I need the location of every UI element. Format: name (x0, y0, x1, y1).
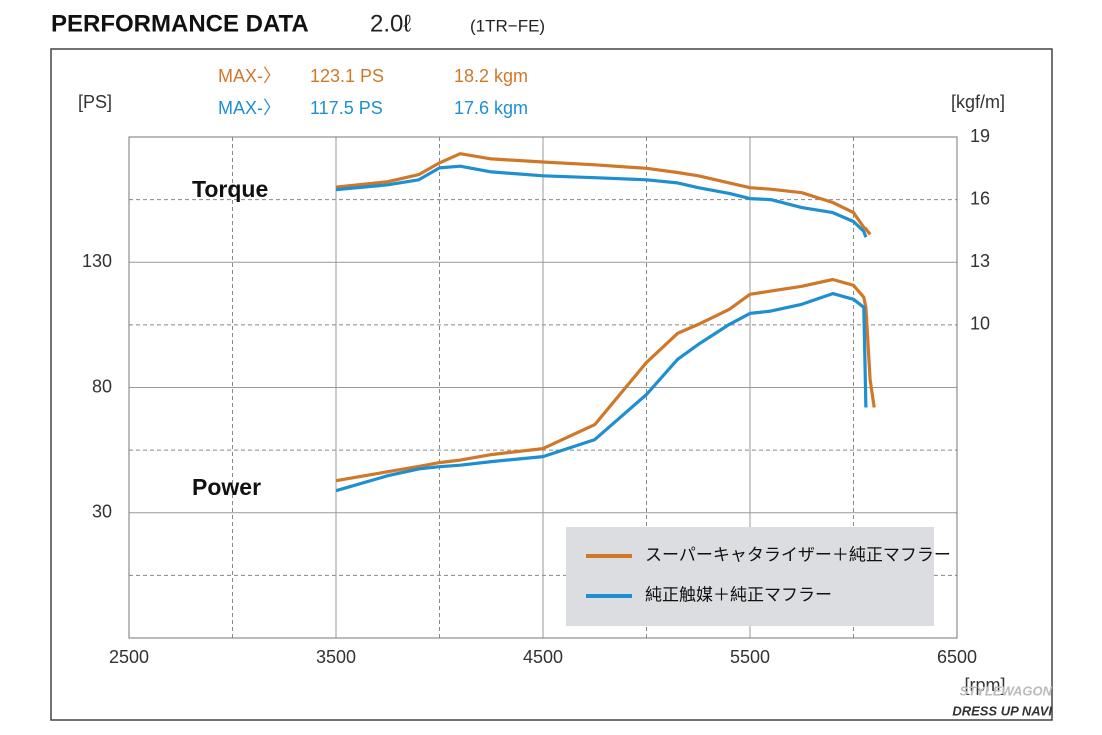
x-axis-label: [rpm] (964, 675, 1005, 695)
torque-line (335, 152, 872, 236)
y2-tick-label: 19 (970, 126, 990, 146)
x-tick-label: 5500 (730, 647, 770, 667)
displacement: 2.0ℓ (370, 10, 411, 37)
chart-title: PERFORMANCE DATA (51, 10, 309, 37)
legend-box (566, 527, 934, 626)
y-tick-label: 30 (92, 502, 112, 522)
power-line (335, 277, 876, 483)
legend-label: 純正触媒＋純正マフラー (645, 585, 832, 604)
max-label: MAX-〉 (218, 98, 281, 118)
legend-label: スーパーキャタライザー＋純正マフラー (645, 545, 951, 564)
torque-line (335, 164, 868, 238)
x-tick-label: 6500 (937, 647, 977, 667)
x-tick-label: 3500 (316, 647, 356, 667)
x-tick-label: 4500 (523, 647, 563, 667)
y2-tick-label: 10 (970, 314, 990, 334)
max-power: 123.1 PS (310, 66, 384, 86)
y2-axis-label: [kgf/m] (951, 92, 1005, 112)
y2-tick-label: 13 (970, 251, 990, 271)
max-torque: 18.2 kgm (454, 66, 528, 86)
y-tick-label: 130 (82, 251, 112, 271)
power-line (335, 292, 868, 493)
max-torque: 17.6 kgm (454, 98, 528, 118)
plot-border (128, 136, 958, 639)
y-axis-label: [PS] (78, 92, 112, 112)
max-power: 117.5 PS (310, 98, 383, 118)
torque-label: Torque (192, 176, 268, 202)
frame (50, 48, 1053, 721)
power-label: Power (192, 474, 261, 500)
engine-code: (1TR−FE) (470, 16, 545, 35)
y2-tick-label: 16 (970, 188, 990, 208)
watermark: STYLEWAGON (960, 683, 1053, 698)
x-tick-label: 2500 (109, 647, 149, 667)
max-label: MAX-〉 (218, 66, 281, 86)
y-tick-label: 80 (92, 376, 112, 396)
watermark: DRESS UP NAVI (952, 703, 1052, 718)
